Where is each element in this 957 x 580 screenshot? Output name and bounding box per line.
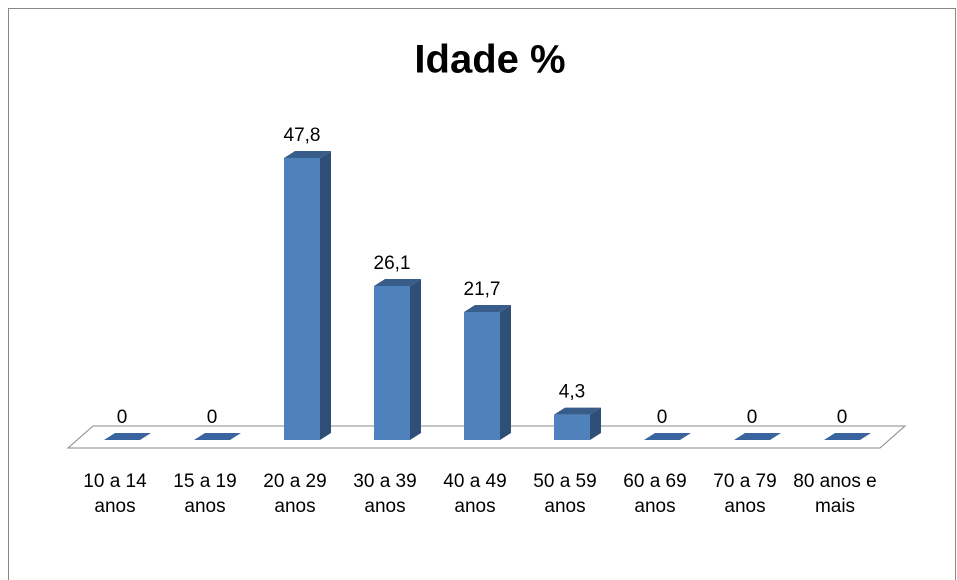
chart-title: Idade % (414, 38, 565, 82)
bar-top (644, 433, 691, 440)
bar (374, 279, 421, 440)
bar-top (734, 433, 781, 440)
bar-top (104, 433, 151, 440)
bar-top (824, 433, 871, 440)
bar (284, 151, 331, 440)
x-tick-label: 80 anos e mais (793, 471, 877, 517)
bar-top (194, 433, 241, 440)
bar (734, 433, 781, 440)
bar (464, 304, 511, 440)
value-label: 26,1 (374, 253, 411, 274)
bar-front (284, 158, 320, 440)
bar-front (374, 286, 410, 440)
x-tick-label: 30 a 39 anos (353, 471, 417, 517)
value-label: 21,7 (464, 279, 501, 300)
bar (104, 433, 151, 440)
bar (824, 433, 871, 440)
x-tick-label: 15 a 19 anos (173, 471, 237, 517)
bar-side (500, 304, 511, 440)
x-tick-label: 10 a 14 anos (83, 471, 147, 517)
value-label: 4,3 (559, 382, 585, 403)
bar-front (554, 414, 590, 440)
value-label: 0 (657, 407, 668, 428)
bar-top (374, 279, 421, 287)
bar-top (284, 151, 331, 158)
value-label: 0 (747, 407, 758, 428)
bar (554, 407, 601, 440)
x-tick-label: 50 a 59 anos (533, 471, 597, 517)
x-tick-label: 60 a 69 anos (623, 471, 687, 517)
x-tick-label: 40 a 49 anos (443, 471, 507, 517)
x-tick-label: 70 a 79 anos (713, 471, 777, 517)
bar-side (590, 407, 601, 440)
bar-top (554, 407, 601, 415)
value-label: 0 (117, 407, 128, 428)
bar (644, 433, 691, 440)
bar-front (464, 311, 500, 440)
bar (194, 433, 241, 440)
bar-side (410, 279, 421, 440)
chart-border (8, 8, 956, 580)
bar-top (464, 304, 511, 312)
x-tick-label: 20 a 29 anos (263, 471, 327, 517)
bar-side (320, 151, 331, 440)
value-label: 0 (837, 407, 848, 428)
value-label: 0 (207, 407, 218, 428)
value-label: 47,8 (284, 125, 321, 146)
